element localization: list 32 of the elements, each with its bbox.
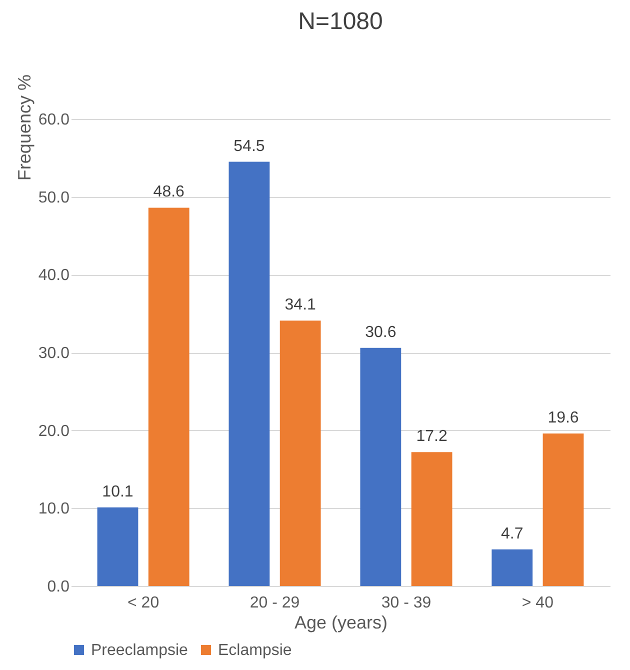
- x-tick-label: 30 - 39: [381, 594, 432, 612]
- y-tick-label: 10.0: [38, 500, 70, 518]
- legend-label: Preeclampsie: [91, 642, 188, 659]
- data-label: 4.7: [501, 525, 524, 542]
- x-tick-label: 20 - 29: [250, 594, 300, 612]
- bar: [280, 320, 321, 586]
- bar: [492, 549, 533, 586]
- y-tick-label: 50.0: [38, 189, 70, 206]
- y-tick-label: 40.0: [38, 267, 70, 284]
- data-label: 48.6: [153, 184, 185, 201]
- bar: [228, 162, 270, 586]
- bar: [97, 507, 138, 586]
- bar: [148, 208, 190, 586]
- legend-label: Eclampsie: [218, 642, 292, 659]
- y-tick-label: 20.0: [38, 422, 70, 440]
- x-tick-label: < 20: [128, 594, 160, 612]
- bar: [542, 433, 584, 586]
- data-label: 17.2: [416, 428, 448, 446]
- x-tick-label: > 40: [522, 594, 554, 612]
- bar: [411, 452, 452, 586]
- y-tick-label: 30.0: [38, 345, 70, 362]
- data-label: 19.6: [548, 409, 579, 426]
- data-label: 10.1: [102, 483, 134, 500]
- y-tick-label: 60.0: [38, 112, 70, 128]
- chart-title: N=1080: [298, 8, 383, 35]
- data-label: 30.6: [365, 324, 396, 341]
- bar: [360, 348, 402, 586]
- x-axis-title: Age (years): [294, 612, 388, 632]
- data-label: 54.5: [234, 138, 265, 155]
- y-axis-title: Frequency %: [14, 74, 34, 181]
- y-tick-label: 0.0: [47, 578, 70, 596]
- data-label: 34.1: [284, 296, 316, 314]
